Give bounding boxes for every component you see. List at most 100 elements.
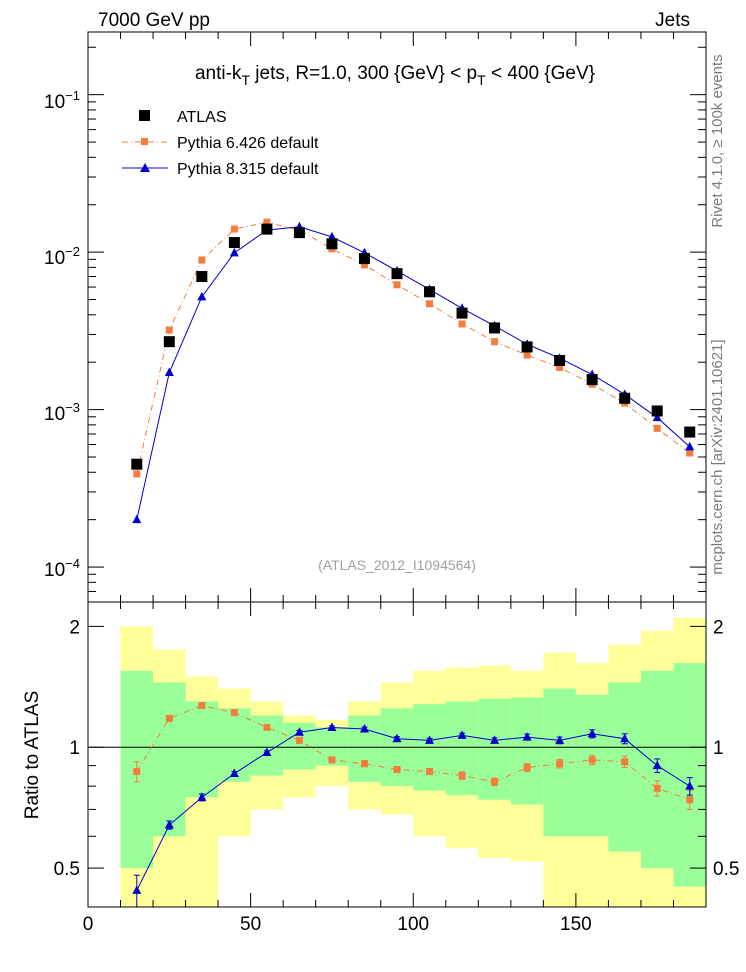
main-atlas-point bbox=[554, 355, 566, 367]
ratio-pythia6-point bbox=[653, 784, 661, 792]
legend-marker-atlas bbox=[139, 110, 150, 121]
ratio-pythia8-point bbox=[425, 735, 435, 744]
ratio-y-tick-label: 2 bbox=[69, 617, 80, 638]
x-tick-label: 0 bbox=[83, 914, 94, 935]
ratio-frame bbox=[87, 601, 707, 908]
main-panel: anti-kT jets, R=1.0, 300 {GeV} < pT < 40… bbox=[44, 31, 707, 603]
energy-label: 7000 GeV pp bbox=[98, 10, 210, 31]
green-band-bin bbox=[510, 697, 544, 805]
ratio-pythia8-point bbox=[229, 768, 239, 778]
green-band-bin bbox=[185, 701, 219, 798]
ratio-y-tick-label-right: 2 bbox=[713, 617, 724, 638]
main-pythia6-point bbox=[360, 261, 368, 269]
legend: ATLAS Pythia 6.426 default Pythia 8.315 … bbox=[122, 109, 319, 178]
ratio-pythia6-point bbox=[491, 778, 499, 786]
main-pythia6-point bbox=[458, 320, 466, 328]
main-pythia6-point bbox=[198, 256, 206, 264]
main-atlas-point bbox=[293, 227, 305, 239]
x-tick-label: 100 bbox=[397, 914, 429, 935]
main-pythia8-point bbox=[132, 514, 142, 524]
y-tick-label-1e-1: 10−1 bbox=[44, 88, 80, 113]
main-pythia6-point bbox=[426, 300, 434, 308]
main-pythia8-point bbox=[197, 291, 207, 301]
green-band-bin bbox=[673, 663, 706, 887]
main-pythia6-point bbox=[133, 470, 141, 478]
ratio-pythia8-point bbox=[652, 760, 662, 770]
ratio-pythia6-point bbox=[263, 723, 271, 731]
category-label: Jets bbox=[655, 10, 690, 31]
main-pythia6-point bbox=[491, 338, 499, 346]
main-atlas-point bbox=[586, 374, 598, 386]
ratio-pythia6-point bbox=[621, 758, 629, 766]
ratio-y-tick-label-right: 0.5 bbox=[713, 859, 739, 880]
main-atlas-point bbox=[228, 237, 240, 249]
rivet-label: Rivet 4.1.0, ≥ 100k events bbox=[709, 54, 726, 227]
main-atlas-point bbox=[163, 336, 175, 348]
green-band-bin bbox=[575, 694, 609, 837]
main-pythia8-point bbox=[685, 441, 695, 451]
main-pythia6-point bbox=[556, 364, 564, 372]
y-tick-label-1e-3: 10−3 bbox=[44, 400, 80, 425]
legend-marker-pythia6 bbox=[141, 138, 148, 145]
green-band-bin bbox=[445, 701, 479, 796]
ratio-pythia8-point bbox=[359, 724, 369, 733]
ratio-pythia8-point bbox=[490, 735, 500, 744]
ratio-pythia8-point bbox=[197, 792, 207, 801]
ratio-pythia8-point bbox=[327, 722, 337, 731]
legend-label-atlas: ATLAS bbox=[177, 109, 227, 126]
ratio-pythia8-point bbox=[392, 733, 402, 743]
ratio-y-ticks: 0.5 0.5 1 1 2 2 bbox=[54, 617, 739, 908]
legend-entry-pythia8: Pythia 8.315 default bbox=[122, 161, 319, 178]
x-ticks: 0 50 100 150 bbox=[83, 32, 707, 935]
ratio-pythia6-point bbox=[426, 768, 434, 776]
y-tick-label-1e-2: 10−2 bbox=[44, 244, 80, 269]
ratio-pythia8-point bbox=[262, 747, 272, 757]
ratio-pythia6-series bbox=[133, 702, 694, 810]
ratio-pythia6-point bbox=[556, 760, 564, 768]
main-y-tick-labels: 10−1 10−2 10−3 10−4 bbox=[44, 88, 80, 581]
ratio-pythia8-point bbox=[294, 727, 304, 736]
ratio-pythia6-point bbox=[458, 772, 466, 780]
main-atlas-point bbox=[456, 307, 468, 319]
main-atlas-series bbox=[131, 223, 696, 470]
x-tick-label: 50 bbox=[240, 914, 261, 935]
main-y-ticks bbox=[88, 46, 706, 603]
ratio-pythia8-point bbox=[457, 730, 467, 739]
mcplots-label: mcplots.cern.ch [arXiv:2401.10621] bbox=[709, 339, 726, 574]
main-pythia6-point bbox=[523, 351, 531, 359]
legend-entry-pythia6: Pythia 6.426 default bbox=[122, 135, 319, 152]
ratio-pythia6-point bbox=[523, 764, 531, 772]
ratio-pythia8-point bbox=[522, 732, 532, 741]
main-atlas-point bbox=[424, 286, 436, 298]
main-atlas-point bbox=[651, 405, 663, 417]
main-pythia6-line bbox=[136, 221, 691, 475]
ratio-pythia6-point bbox=[328, 756, 336, 764]
ratio-pythia8-point bbox=[555, 735, 565, 744]
ratio-pythia8-point bbox=[685, 781, 695, 790]
ratio-pythia8-line bbox=[136, 726, 691, 891]
plot-title: anti-kT jets, R=1.0, 300 {GeV} < pT < 40… bbox=[195, 63, 595, 88]
ratio-pythia6-point bbox=[686, 796, 694, 804]
main-atlas-point bbox=[196, 271, 208, 283]
main-pythia6-point bbox=[653, 424, 661, 432]
ratio-uncertainty-bands bbox=[120, 617, 706, 907]
main-pythia6-point bbox=[686, 449, 694, 457]
ratio-pythia6-line bbox=[136, 705, 690, 801]
ratio-pythia6-point bbox=[360, 760, 368, 768]
legend-label-pythia8: Pythia 8.315 default bbox=[177, 161, 319, 178]
main-pythia8-point bbox=[229, 247, 239, 257]
ratio-pythia6-point bbox=[165, 714, 173, 722]
y-tick-label-1e-4: 10−4 bbox=[44, 556, 80, 581]
ratio-pythia6-point bbox=[588, 756, 596, 764]
main-atlas-point bbox=[391, 268, 403, 280]
ratio-pythia8-point bbox=[587, 728, 597, 738]
ratio-pythia6-point bbox=[295, 736, 303, 744]
main-pythia6-point bbox=[263, 218, 271, 226]
ratio-y-axis-label: Ratio to ATLAS bbox=[22, 691, 43, 820]
ratio-y-tick-label-right: 1 bbox=[713, 738, 724, 759]
legend-marker-pythia8 bbox=[140, 163, 150, 172]
ratio-pythia8-series bbox=[132, 722, 695, 908]
main-pythia6-point bbox=[230, 225, 238, 233]
main-atlas-point bbox=[261, 223, 273, 235]
main-atlas-point bbox=[358, 253, 370, 265]
